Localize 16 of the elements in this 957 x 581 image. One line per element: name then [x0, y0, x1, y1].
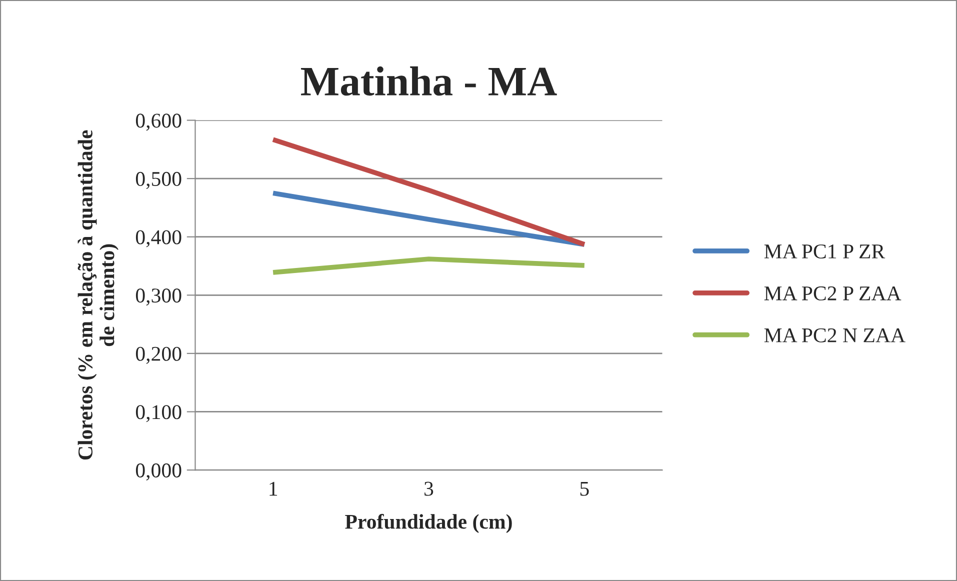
y-tick-label: 0,400 — [136, 230, 182, 248]
y-tick-label: 0,300 — [136, 288, 182, 306]
x-tick-label: 3 — [424, 482, 434, 496]
legend-label: MA PC2 N ZAA — [764, 328, 906, 342]
y-tick-label: 0,000 — [136, 463, 182, 480]
legend-label: MA PC2 P ZAA — [764, 286, 902, 300]
y-axis-title: Cloretos (% em relação à quantidade de cimento) — [78, 130, 118, 460]
chart-title: Matinha - MA — [300, 66, 557, 96]
y-tick-label: 0,200 — [136, 346, 182, 364]
y-tick-label: 0,500 — [136, 172, 182, 189]
x-tick-label: 1 — [270, 482, 278, 496]
x-tick-label: 5 — [580, 482, 589, 496]
y-tick-label: 0,600 — [136, 114, 182, 131]
x-axis-title: Profundidade (cm) — [345, 514, 512, 534]
y-tick-label: 0,100 — [136, 405, 182, 422]
legend-label: MA PC1 P ZR — [764, 244, 886, 258]
